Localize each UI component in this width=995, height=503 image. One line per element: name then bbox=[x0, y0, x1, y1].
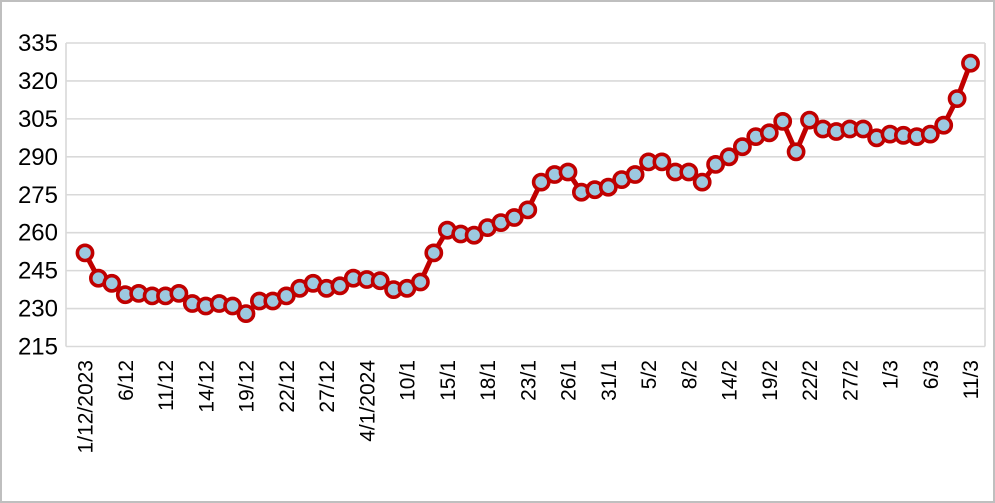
data-point bbox=[410, 272, 430, 292]
data-point bbox=[759, 123, 779, 143]
x-axis-tick-label: 18/1 bbox=[477, 360, 500, 401]
data-point bbox=[531, 172, 551, 192]
y-axis-tick-label: 335 bbox=[18, 30, 58, 57]
x-axis-tick-label: 6/3 bbox=[920, 360, 943, 389]
x-axis-tick-label: 5/2 bbox=[638, 360, 661, 389]
data-point bbox=[625, 165, 645, 184]
x-axis-tick-label: 22/2 bbox=[799, 360, 822, 401]
data-point bbox=[236, 304, 256, 323]
x-axis-tick-label: 8/2 bbox=[678, 360, 701, 389]
y-axis-tick-label: 290 bbox=[18, 144, 58, 171]
data-point bbox=[692, 172, 712, 192]
x-axis-tick-label: 14/2 bbox=[719, 360, 742, 401]
x-axis-tick-label: 11/3 bbox=[960, 360, 983, 399]
data-point bbox=[75, 243, 95, 263]
x-axis-tick-label: 1/3 bbox=[880, 360, 903, 389]
data-point bbox=[464, 225, 484, 245]
y-axis-tick-label: 215 bbox=[18, 334, 58, 361]
data-point bbox=[947, 89, 967, 108]
data-point bbox=[518, 200, 538, 220]
y-axis-tick-label: 245 bbox=[18, 258, 58, 285]
series-line bbox=[82, 60, 973, 317]
data-point bbox=[504, 208, 524, 227]
data-point bbox=[706, 154, 725, 174]
x-axis-tick-label: 4/1/2024 bbox=[356, 360, 379, 442]
data-point bbox=[330, 276, 350, 296]
x-axis-tick-label: 26/1 bbox=[558, 360, 581, 401]
data-point bbox=[424, 243, 444, 263]
data-point bbox=[102, 273, 122, 293]
data-point bbox=[223, 296, 242, 316]
x-axis-tick-label: 6/12 bbox=[115, 360, 138, 401]
data-point bbox=[370, 271, 390, 291]
data-point bbox=[169, 283, 189, 303]
data-point bbox=[800, 110, 819, 130]
data-point bbox=[558, 162, 578, 182]
x-axis-tick-label: 22/12 bbox=[276, 360, 299, 413]
data-point bbox=[934, 115, 954, 135]
data-point bbox=[961, 53, 980, 73]
data-point bbox=[786, 142, 806, 162]
data-point bbox=[598, 177, 618, 197]
x-axis-tick-label: 1/12/2023 bbox=[75, 360, 98, 453]
x-axis-tick-label: 27/12 bbox=[316, 360, 339, 413]
x-axis-tick-label: 27/2 bbox=[839, 360, 862, 401]
y-axis-tick-label: 320 bbox=[18, 68, 58, 95]
y-axis-tick-label: 230 bbox=[18, 296, 58, 323]
x-axis-tick-label: 31/1 bbox=[598, 360, 621, 401]
x-axis-tick-label: 10/1 bbox=[397, 360, 420, 401]
data-point bbox=[652, 152, 672, 172]
y-axis-tick-label: 305 bbox=[18, 106, 58, 133]
data-point bbox=[773, 112, 793, 131]
data-point bbox=[853, 119, 873, 139]
x-axis-tick-label: 23/1 bbox=[517, 360, 540, 401]
x-axis-tick-label: 19/2 bbox=[759, 360, 782, 401]
data-point bbox=[719, 147, 739, 167]
data-point bbox=[679, 162, 699, 182]
data-point bbox=[920, 124, 940, 144]
data-point bbox=[733, 137, 752, 157]
x-axis-tick-label: 11/12 bbox=[155, 360, 178, 411]
data-point bbox=[276, 286, 296, 306]
x-axis-tick-label: 15/1 bbox=[437, 360, 460, 401]
y-axis-tick-label: 275 bbox=[18, 182, 58, 209]
x-axis-tick-label: 14/12 bbox=[195, 360, 218, 413]
y-axis-tick-label: 260 bbox=[18, 220, 58, 247]
x-axis-tick-label: 19/12 bbox=[236, 360, 259, 413]
